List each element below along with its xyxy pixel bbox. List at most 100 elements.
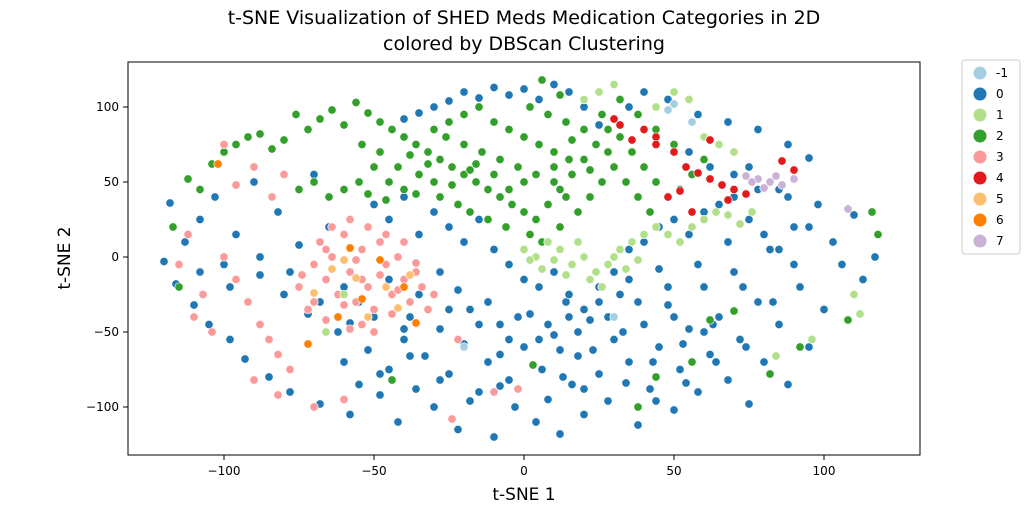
point-cluster-4 <box>669 147 679 157</box>
point-cluster-0 <box>681 378 691 388</box>
point-cluster-0 <box>579 304 589 315</box>
point-cluster-0 <box>555 345 565 355</box>
legend-label: 7 <box>996 234 1004 248</box>
point-cluster-0 <box>414 108 424 118</box>
point-cluster-0 <box>609 267 619 277</box>
point-cluster-1 <box>561 270 571 280</box>
point-cluster-0 <box>411 384 421 394</box>
point-cluster-3 <box>357 244 367 255</box>
point-cluster-0 <box>765 244 775 255</box>
point-cluster-3 <box>303 304 313 315</box>
point-cluster-0 <box>459 237 469 247</box>
point-cluster-0 <box>399 334 409 345</box>
point-cluster-0 <box>654 342 664 352</box>
point-cluster-4 <box>705 174 715 184</box>
point-cluster-3 <box>309 297 319 307</box>
point-cluster-3 <box>207 327 217 337</box>
point-cluster-1 <box>807 334 817 345</box>
point-cluster-2 <box>555 222 565 232</box>
point-cluster-1 <box>537 264 547 274</box>
point-cluster-2 <box>633 402 643 412</box>
point-cluster-3 <box>249 375 259 385</box>
point-cluster-0 <box>561 297 571 307</box>
point-cluster-0 <box>429 402 439 412</box>
point-cluster-0 <box>594 120 604 130</box>
point-cluster-0 <box>759 357 769 367</box>
point-cluster-1 <box>591 267 601 277</box>
point-cluster-2 <box>231 139 241 150</box>
point-cluster-2 <box>471 177 481 187</box>
point-cluster-0 <box>594 297 604 307</box>
point-cluster-2 <box>423 159 433 169</box>
point-cluster-2 <box>327 105 337 115</box>
point-cluster-5 <box>309 288 319 298</box>
point-cluster-2 <box>873 229 883 240</box>
point-cluster-0 <box>489 82 499 93</box>
point-cluster-0 <box>723 117 733 127</box>
x-axis-label: t-SNE 1 <box>492 485 555 505</box>
point-cluster-2 <box>603 147 613 157</box>
point-cluster-0 <box>231 229 241 240</box>
legend-label: 4 <box>996 171 1004 185</box>
point-cluster-0 <box>804 222 814 232</box>
point-cluster-0 <box>219 259 229 270</box>
point-cluster-0 <box>495 381 505 391</box>
point-cluster-0 <box>693 387 703 397</box>
point-cluster-0 <box>573 351 583 361</box>
point-cluster-1 <box>555 244 565 255</box>
point-cluster-2 <box>651 124 661 135</box>
point-cluster-0 <box>225 282 235 292</box>
point-cluster-0 <box>375 369 385 379</box>
point-cluster-3 <box>219 252 229 262</box>
point-cluster-0 <box>339 282 349 292</box>
point-cluster-0 <box>633 297 643 307</box>
point-cluster-0 <box>159 256 169 267</box>
point-cluster-5 <box>393 303 403 313</box>
point-cluster-0 <box>744 162 754 172</box>
point-cluster-3 <box>339 300 349 310</box>
point-cluster-0 <box>474 319 484 330</box>
point-cluster-0 <box>633 420 643 430</box>
point-cluster-0 <box>693 109 703 120</box>
point-cluster-0 <box>549 267 559 277</box>
point-cluster--1 <box>609 312 619 322</box>
point-cluster-5 <box>381 282 391 292</box>
point-cluster-0 <box>513 312 523 322</box>
point-cluster-0 <box>699 327 709 337</box>
point-cluster-0 <box>354 379 364 390</box>
point-cluster-2 <box>525 102 535 112</box>
point-cluster-2 <box>441 132 451 142</box>
point-cluster-0 <box>639 237 649 247</box>
point-cluster-4 <box>777 156 787 166</box>
point-cluster-5 <box>363 312 373 322</box>
point-cluster-0 <box>789 259 799 270</box>
point-cluster-0 <box>435 324 445 334</box>
point-cluster-1 <box>735 219 745 229</box>
point-cluster-2 <box>597 177 607 187</box>
point-cluster-5 <box>405 270 415 280</box>
point-cluster-3 <box>447 414 457 424</box>
point-cluster-3 <box>381 259 391 270</box>
point-cluster-0 <box>654 264 664 274</box>
point-cluster-2 <box>429 177 439 187</box>
legend-marker-6 <box>973 213 987 227</box>
point-cluster-2 <box>291 109 301 120</box>
point-cluster-0 <box>744 399 754 409</box>
point-cluster-2 <box>651 177 661 187</box>
point-cluster-0 <box>789 222 799 232</box>
point-cluster-0 <box>534 94 544 105</box>
point-cluster-2 <box>303 124 313 135</box>
point-cluster-1 <box>621 264 631 274</box>
point-cluster-4 <box>717 180 727 190</box>
point-cluster-2 <box>528 360 538 370</box>
point-cluster-2 <box>795 342 805 352</box>
point-cluster-3 <box>429 289 439 300</box>
point-cluster-0 <box>474 93 484 103</box>
point-cluster-1 <box>771 351 781 361</box>
point-cluster-2 <box>585 192 595 202</box>
point-cluster-0 <box>669 214 679 225</box>
point-cluster-2 <box>669 139 679 150</box>
point-cluster-4 <box>705 135 715 145</box>
point-cluster-3 <box>339 394 349 405</box>
